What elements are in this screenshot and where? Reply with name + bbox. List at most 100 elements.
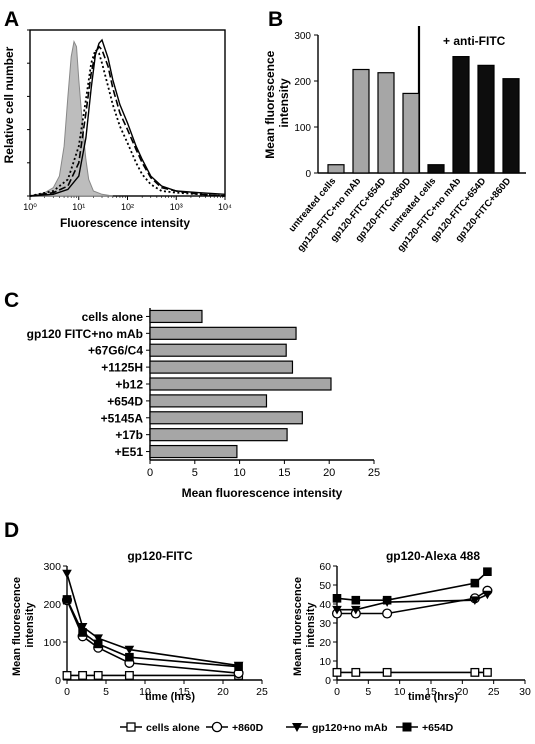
panel-d-left-point: [93, 670, 103, 680]
panel-b-ylabel: Mean fluorescence intensity: [263, 47, 291, 158]
panel-letter-c: C: [4, 289, 19, 312]
panel-d-left-point: [78, 628, 87, 637]
panel-d-right-xtick-label: 25: [488, 686, 500, 698]
panel-d-left-point: [78, 670, 88, 680]
panel-c-xtick-label: 10: [233, 467, 245, 479]
legend-label: cells alone: [146, 722, 200, 734]
panel-d-left-point: [77, 623, 88, 632]
panel-c-xtick-label: 20: [323, 467, 335, 479]
panel-d-right-point: [382, 595, 392, 605]
panel-d-right-ytick-label: 0: [325, 675, 331, 687]
panel-c-category-label: +1125H: [101, 361, 143, 375]
panel-d-left-series-line: [66, 573, 239, 667]
panel-c-xtick-label: 5: [192, 467, 198, 479]
panel-a-xtick-label: 10²: [121, 202, 134, 212]
panel-d-right-point: [332, 667, 342, 677]
panel-c-bar: [149, 343, 287, 357]
panel-d-right-point: [483, 567, 492, 577]
panel-b-ytick-label: 0: [305, 169, 311, 180]
panel-c-bar: [149, 411, 303, 425]
panel-c-bar: [149, 309, 203, 324]
panel-a-xtick-label: 10¹: [72, 202, 85, 212]
panel-d-left-xtick-label: 25: [256, 686, 268, 698]
panel-d-left-title: gp120-FITC: [127, 549, 193, 563]
legend-label: gp120+no mAb: [312, 722, 388, 734]
panel-c-xtick-label: 15: [278, 467, 290, 479]
panel-d-right-title: gp120-Alexa 488: [386, 549, 480, 563]
panel-d-right-point: [382, 608, 393, 619]
panel-d-left-point: [93, 634, 103, 643]
panel-c-bar: [149, 428, 288, 442]
panel-d-right-point: [351, 605, 361, 615]
panel-b-bar: [377, 72, 395, 174]
panel-a-series-filled-gray: [29, 40, 113, 197]
panel-d-right-ytick-label: 30: [319, 618, 331, 630]
panel-d-left-xtick-label: 20: [217, 686, 229, 698]
panel-b-bar: [402, 92, 420, 174]
panel-d-left-ylabel: Mean fluorescence intensity: [11, 574, 36, 676]
panel-d-right-ytick-label: 10: [319, 656, 331, 668]
panel-c-category-label: +E51: [115, 445, 144, 459]
panel-d-left-line-chart: 0 100 200 300 0 5 10 15 20 25: [43, 561, 268, 698]
panel-d-left-ylabel-line2: intensity: [24, 602, 36, 648]
legend-label: +654D: [422, 722, 454, 734]
legend: cells alone +860D gp120+no mAb +654D: [120, 721, 454, 734]
panel-b-ytick-label: 300: [294, 31, 311, 42]
legend-label: +860D: [232, 722, 264, 734]
panel-d-right-ylabel: Mean fluorescence intensity: [292, 574, 317, 676]
panel-c-bar: [149, 377, 332, 391]
legend-marker: [211, 721, 223, 733]
panel-b-bar: [352, 68, 370, 174]
panel-d-left-point: [125, 652, 134, 662]
panel-c-category-label: +67G6/C4: [88, 344, 143, 358]
panel-c-category-label: +b12: [115, 378, 143, 392]
panel-d-right-point: [332, 605, 342, 615]
panel-d-left-xlabel: time (hrs): [145, 691, 195, 703]
panel-d-left-xtick-label: 0: [64, 686, 70, 698]
panel-c-xtick-label: 0: [147, 467, 153, 479]
panel-d-right-point: [470, 596, 480, 605]
panel-a-frame: [29, 29, 226, 197]
panel-b-ylabel-line1: Mean fluorescence: [263, 50, 277, 158]
legend-marker: [402, 722, 412, 732]
panel-a-xtick-label: 10⁰: [23, 202, 37, 212]
panel-d-right-ytick-label: 60: [319, 561, 331, 573]
panel-d-right-line-chart: 0 10 20 30 40 50 60 0 5 10 15 20 25 30: [319, 561, 531, 698]
panel-d-right-xtick-label: 5: [365, 686, 371, 698]
panel-d-right-ytick-label: 50: [319, 580, 331, 592]
panel-d-right-ylabel-line1: Mean fluorescence: [292, 577, 304, 676]
panel-d-right-ylabel-line2: intensity: [305, 602, 317, 648]
panel-b-bar: [452, 56, 470, 174]
panel-a-xtick-label: 10⁴: [218, 202, 232, 212]
panel-d-right-point: [351, 667, 361, 677]
panel-d-left-xtick-label: 5: [103, 686, 109, 698]
panel-d-right-xtick-label: 20: [456, 686, 468, 698]
panel-d-left-xtick-label: 10: [139, 686, 151, 698]
panel-d-left-xtick-label: 15: [178, 686, 190, 698]
panel-letter-a: A: [4, 8, 19, 31]
panel-b-annotation: + anti-FITC: [443, 34, 506, 48]
panel-d-right-xtick-label: 15: [425, 686, 437, 698]
panel-c-category-label: +17b: [115, 428, 143, 442]
panel-b-ytick-label: 100: [294, 123, 311, 134]
panel-d-left-ytick-label: 100: [43, 637, 61, 649]
panel-b-ytick-label: 200: [294, 77, 311, 88]
panel-c-bar: [149, 360, 294, 374]
legend-marker: [126, 722, 136, 732]
panel-letter-d: D: [4, 519, 19, 542]
panel-b-bar: [327, 164, 345, 174]
panel-b-bar: [427, 164, 445, 174]
panel-d-right-ytick-label: 20: [319, 637, 331, 649]
panel-c-category-label: cells alone: [82, 310, 144, 324]
panel-c-bar: [149, 444, 238, 459]
panel-d-left-point: [62, 569, 72, 579]
panel-a-xlabel: Fluorescence intensity: [60, 216, 190, 230]
panel-d-right-ytick-label: 40: [319, 599, 331, 611]
panel-d-right-point: [482, 667, 492, 677]
panel-b-ylabel-line2: intensity: [277, 78, 291, 128]
panel-c-bar-chart: 0 5 10 15 20 25 cells alone gp120 FITC+no mAb +6…: [27, 308, 380, 479]
panel-d-left-ytick-label: 0: [55, 675, 61, 687]
panel-c-xlabel: Mean fluorescence intensity: [182, 486, 343, 500]
panel-d-left-point: [62, 595, 72, 604]
